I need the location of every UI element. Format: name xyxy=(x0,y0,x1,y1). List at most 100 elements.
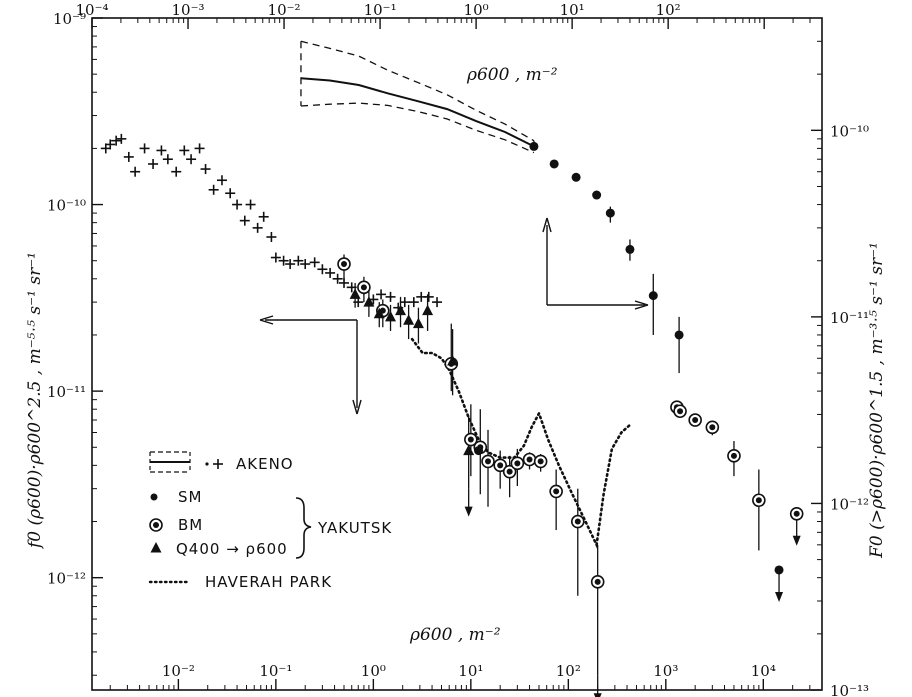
left-tick-label: 10⁻¹¹ xyxy=(47,383,86,401)
right-axis-arrow-head-right-top xyxy=(634,300,649,306)
upper-limit-arrowhead xyxy=(792,535,801,546)
sm-dot-marker xyxy=(648,291,658,301)
bm-ring-center xyxy=(692,417,699,424)
right-tick-label: 10⁻¹³ xyxy=(830,682,869,697)
legend-label-bm: BM xyxy=(178,516,203,534)
q400-triangle-marker xyxy=(385,310,397,322)
bm-ring-center xyxy=(793,510,800,517)
legend-label-sm: SM xyxy=(178,488,202,506)
haverah-park-line xyxy=(410,337,632,550)
bm-ring-center xyxy=(709,424,716,431)
upper-limit-arrowhead xyxy=(775,591,784,602)
upper-limit-arrowhead xyxy=(593,693,602,697)
bm-ring-center xyxy=(485,458,492,465)
q400-triangle-marker xyxy=(463,444,475,456)
sm-dot-marker xyxy=(592,190,602,200)
legend-bm-center xyxy=(153,522,159,528)
top-tick-label: 10¹ xyxy=(560,1,585,19)
sm-dot-marker xyxy=(605,208,615,218)
akeno-integral-band xyxy=(300,40,535,154)
right-tick-label: 10⁻¹² xyxy=(830,495,869,513)
bm-ring-center xyxy=(594,578,601,585)
left-tick-label: 10⁻⁹ xyxy=(53,10,86,28)
akeno-integral-lower-bound-line xyxy=(300,102,535,154)
legend-label-yakutsk: YAKUTSK xyxy=(317,519,392,537)
bm-ring-center xyxy=(553,488,560,495)
top-tick-label: 10⁻² xyxy=(268,1,301,19)
bm-ring-center xyxy=(360,284,367,291)
bm-ring-center xyxy=(677,408,684,415)
right-axis-label: F0 (>ρ600)·ρ600^1.5 , m⁻³ˑ⁵ s⁻¹ sr⁻¹ xyxy=(867,242,887,559)
q400-triangle-marker xyxy=(403,314,415,325)
legend-label-haverah-park: HAVERAH PARK xyxy=(205,573,332,591)
haverah-park-curve xyxy=(410,337,632,550)
left-axis-arrow-head-down-left xyxy=(352,399,358,415)
top-tick-label: 10⁻¹ xyxy=(364,1,397,19)
bm-ring-center xyxy=(526,456,533,463)
bm-ring-center xyxy=(730,452,737,459)
bm-ring-center xyxy=(506,468,513,475)
legend-label-q400: Q400 → ρ600 xyxy=(176,540,288,558)
bm-ring-center xyxy=(514,460,521,467)
bottom-tick-label: 10¹ xyxy=(458,662,483,680)
bottom-tick-label: 10² xyxy=(556,662,581,680)
bottom-tick-label: 10⁻² xyxy=(162,662,195,680)
left-axis-arrow-head-left-top xyxy=(259,315,274,321)
axis-indicator-arrows xyxy=(259,217,649,415)
left-tick-label: 10⁻¹⁰ xyxy=(47,197,86,215)
legend: AKENO SM BM Q400 → ρ600 YAKUTSK HAVERAH PARK xyxy=(148,451,392,591)
data-markers xyxy=(100,133,804,589)
q400-triangle-marker xyxy=(363,296,375,307)
legend-sm-marker xyxy=(150,493,158,501)
akeno-integral-line xyxy=(300,77,535,148)
q400-triangle-marker xyxy=(412,317,424,329)
bm-ring-center xyxy=(755,497,762,504)
legend-yakutsk-brace xyxy=(295,497,312,559)
bottom-tick-label: 10⁰ xyxy=(361,662,386,680)
bm-ring-center xyxy=(341,261,348,268)
akeno-integral-upper-bound-line xyxy=(300,40,535,142)
plot-frame xyxy=(91,17,823,691)
sm-dot-marker xyxy=(571,172,581,182)
q400-triangle-marker xyxy=(447,355,459,366)
left-axis-arrow-head-left-bottom xyxy=(259,319,274,325)
bm-ring-center xyxy=(497,462,504,469)
axis-ticks: 10⁻⁴ 10⁻³ 10⁻² 10⁻¹ 10⁰ 10¹ 10² 10⁻² 10⁻¹ 10⁰ 10¹ 1… xyxy=(47,1,869,697)
left-axis-label: f0 (ρ600)·ρ600^2.5 , m⁻⁵ˑ⁵ s⁻¹ sr⁻¹ xyxy=(25,252,45,550)
sm-dot-marker xyxy=(774,565,784,575)
legend-q400-marker xyxy=(150,542,162,553)
bottom-tick-label: 10³ xyxy=(653,662,678,680)
sm-dot-marker xyxy=(549,159,559,169)
top-tick-label: 10⁰ xyxy=(464,1,489,19)
right-tick-label: 10⁻¹¹ xyxy=(830,309,869,327)
q400-triangle-marker xyxy=(395,304,407,316)
top-axis-label: ρ600 , m⁻² xyxy=(466,65,558,85)
q400-triangle-marker xyxy=(422,304,434,316)
left-axis-arrow-head-down-right xyxy=(356,399,362,415)
bm-ring-center xyxy=(467,436,474,443)
sm-dot-marker xyxy=(474,446,484,456)
bm-ring-center xyxy=(574,518,581,525)
left-tick-label: 10⁻¹² xyxy=(47,570,86,588)
q400-triangle-marker xyxy=(349,288,361,299)
legend-separator-dot xyxy=(205,462,209,466)
top-tick-label: 10⁻⁴ xyxy=(75,1,108,19)
sm-dot-marker xyxy=(529,141,539,151)
sm-dot-marker xyxy=(674,330,684,340)
sm-dot-marker xyxy=(625,244,635,254)
bottom-tick-label: 10⁴ xyxy=(751,662,776,680)
right-axis-arrow-head-right-bottom xyxy=(634,304,649,310)
bottom-axis-label: ρ600 , m⁻² xyxy=(409,625,501,645)
top-tick-label: 10⁻³ xyxy=(172,1,205,19)
right-axis-arrow-head-up-right xyxy=(546,217,552,233)
legend-label-akeno: AKENO xyxy=(236,455,294,473)
axis-labels: ρ600 , m⁻² ρ600 , m⁻² f0 (ρ600)·ρ600^2.5… xyxy=(25,65,887,645)
bottom-tick-label: 10⁻¹ xyxy=(259,662,292,680)
bm-ring-center xyxy=(537,458,544,465)
upper-limit-arrowhead xyxy=(464,506,473,517)
plot-border xyxy=(91,17,823,691)
q400-triangle-marker xyxy=(373,307,385,319)
top-tick-label: 10² xyxy=(656,1,681,19)
right-axis-arrow-head-up-left xyxy=(542,217,548,233)
